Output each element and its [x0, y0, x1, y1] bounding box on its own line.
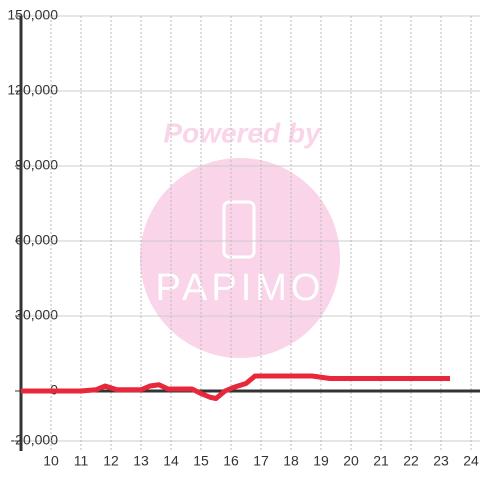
watermark-logo: PAPIMO — [156, 267, 325, 309]
x-tick-label: 10 — [43, 453, 59, 469]
x-tick-label: 11 — [74, 453, 89, 469]
x-tick-label: 16 — [223, 453, 239, 469]
x-tick-label: 22 — [403, 453, 419, 469]
x-tick-label: 18 — [283, 453, 299, 469]
x-tick-label: 21 — [373, 453, 389, 469]
x-tick-label: 15 — [193, 453, 209, 469]
x-tick-label: 20 — [343, 453, 359, 469]
y-tick-label: 60,000 — [15, 232, 58, 248]
x-tick-label: 13 — [133, 453, 149, 469]
x-tick-label: 17 — [253, 453, 269, 469]
watermark-icon — [222, 200, 256, 259]
x-tick-label: 19 — [313, 453, 329, 469]
y-tick-label: 90,000 — [15, 157, 58, 173]
watermark-text: Powered by — [163, 117, 322, 148]
x-tick-label: 24 — [463, 453, 479, 469]
y-tick-label: 30,000 — [15, 307, 58, 323]
x-tick-label: 12 — [103, 453, 119, 469]
x-tick-label: 23 — [433, 453, 449, 469]
data-line — [21, 373, 450, 401]
x-tick-label: 14 — [163, 453, 179, 469]
